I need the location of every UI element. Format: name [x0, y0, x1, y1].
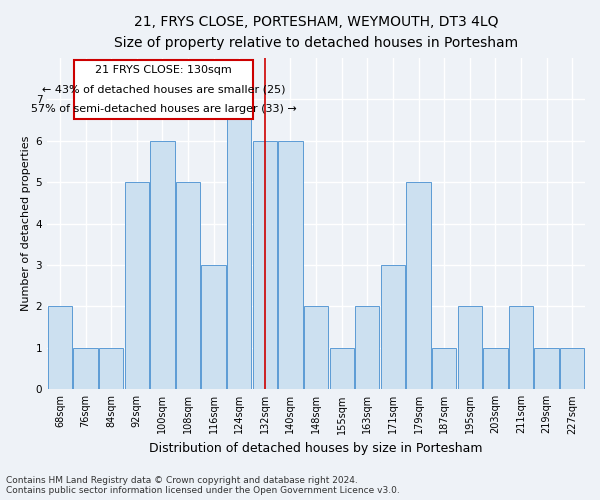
Text: 21 FRYS CLOSE: 130sqm: 21 FRYS CLOSE: 130sqm — [95, 65, 232, 75]
Bar — [483, 348, 508, 390]
Bar — [73, 348, 98, 390]
Bar — [99, 348, 124, 390]
Bar — [406, 182, 431, 390]
Bar — [176, 182, 200, 390]
Text: ← 43% of detached houses are smaller (25): ← 43% of detached houses are smaller (25… — [42, 84, 286, 94]
Bar — [509, 306, 533, 390]
Y-axis label: Number of detached properties: Number of detached properties — [22, 136, 31, 311]
Bar — [329, 348, 354, 390]
Bar — [48, 306, 72, 390]
Bar — [458, 306, 482, 390]
X-axis label: Distribution of detached houses by size in Portesham: Distribution of detached houses by size … — [149, 442, 483, 455]
Text: Contains HM Land Registry data © Crown copyright and database right 2024.
Contai: Contains HM Land Registry data © Crown c… — [6, 476, 400, 495]
Bar — [202, 265, 226, 390]
Bar — [432, 348, 456, 390]
Bar — [355, 306, 379, 390]
Bar — [278, 140, 302, 390]
Bar — [253, 140, 277, 390]
FancyBboxPatch shape — [74, 60, 253, 119]
Bar — [304, 306, 328, 390]
Bar — [560, 348, 584, 390]
Bar — [125, 182, 149, 390]
Bar — [381, 265, 405, 390]
Bar — [227, 99, 251, 390]
Title: 21, FRYS CLOSE, PORTESHAM, WEYMOUTH, DT3 4LQ
Size of property relative to detach: 21, FRYS CLOSE, PORTESHAM, WEYMOUTH, DT3… — [114, 15, 518, 50]
Bar — [535, 348, 559, 390]
Bar — [150, 140, 175, 390]
Text: 57% of semi-detached houses are larger (33) →: 57% of semi-detached houses are larger (… — [31, 104, 296, 114]
